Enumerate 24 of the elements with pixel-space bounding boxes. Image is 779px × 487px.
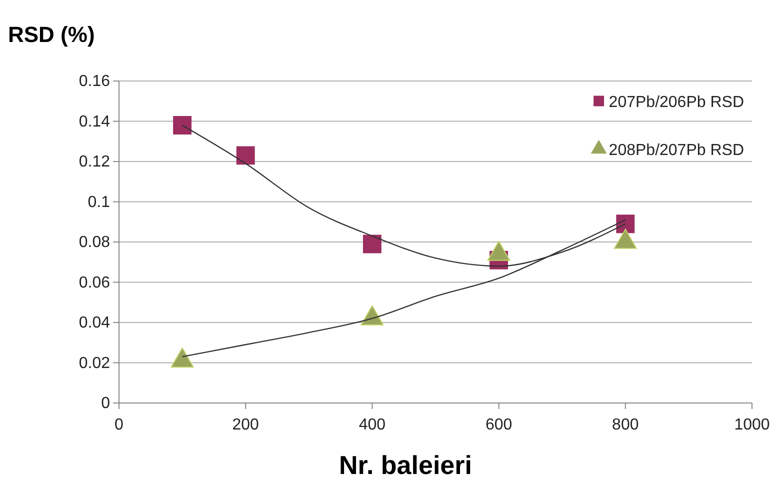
y-tick-label: 0.12 <box>78 154 110 171</box>
point <box>173 116 192 134</box>
point <box>236 146 255 165</box>
x-tick-label: 200 <box>232 416 260 434</box>
x-tick-label: 400 <box>358 416 386 434</box>
y-tick-label: 0.1 <box>88 194 110 211</box>
point <box>362 234 382 254</box>
legend-label: 208Pb/207Pb RSD <box>608 142 744 159</box>
x-tick-label: 1000 <box>734 416 770 434</box>
legend-label: 207Pb/206Pb RSD <box>608 94 744 111</box>
y-tick-label: 0.06 <box>78 274 110 292</box>
y-axis-title: RSD (%) <box>8 22 95 47</box>
y-tick-label: 0.04 <box>78 314 110 332</box>
y-tick-label: 0.02 <box>78 354 110 372</box>
x-tick-label: 600 <box>485 416 512 434</box>
y-tick-label: 0.16 <box>78 73 110 90</box>
y-tick-label: 0.14 <box>78 113 110 130</box>
x-tick-label: 0 <box>114 416 124 434</box>
y-tick-label: 0.08 <box>78 234 110 252</box>
y-tick-label: 0 <box>101 395 110 412</box>
x-axis-title: Nr. baleieri <box>339 450 472 480</box>
point <box>170 348 194 368</box>
point <box>360 305 384 326</box>
x-tick-label: 800 <box>612 416 639 434</box>
